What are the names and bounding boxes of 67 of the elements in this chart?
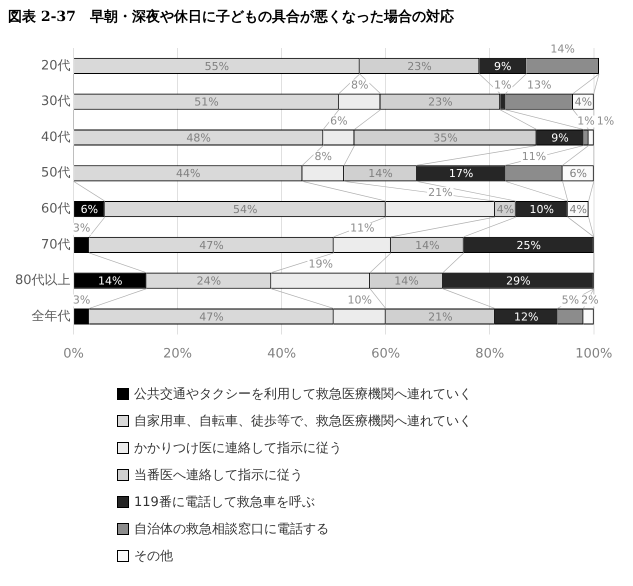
y-tick-label: 70代 xyxy=(40,237,71,252)
data-label: 14% xyxy=(550,42,575,56)
data-label: 54% xyxy=(233,202,258,216)
data-label: 29% xyxy=(506,274,531,288)
data-label: 47% xyxy=(199,310,224,324)
y-tick-label: 20代 xyxy=(40,58,71,74)
y-tick-label: 全年代 xyxy=(32,308,71,324)
legend-label: 119番に電話して救急車を呼ぶ xyxy=(134,494,315,510)
x-tick-label: 100% xyxy=(575,346,612,362)
data-label: 44% xyxy=(176,167,200,180)
data-label: 1% xyxy=(596,114,614,128)
data-label: 11% xyxy=(350,222,375,235)
y-tick-label: 30代 xyxy=(40,94,71,110)
data-label: 1% xyxy=(494,78,512,92)
data-label: 9% xyxy=(494,60,512,73)
data-label: 24% xyxy=(196,274,222,288)
data-label: 3% xyxy=(72,222,90,235)
data-label: 5% xyxy=(562,293,580,306)
data-label: 55% xyxy=(204,60,230,73)
data-label: 6% xyxy=(569,167,587,180)
legend-label: その他 xyxy=(134,548,173,564)
x-tick-label: 80% xyxy=(475,346,504,362)
data-label: 23% xyxy=(428,96,453,109)
data-label: 12% xyxy=(514,310,538,324)
data-label: 51% xyxy=(194,96,219,109)
y-tick-label: 50代 xyxy=(40,166,71,181)
data-label: 21% xyxy=(428,186,453,199)
data-label: 8% xyxy=(314,150,332,164)
data-label: 35% xyxy=(433,131,458,144)
data-label: 14% xyxy=(98,274,122,288)
x-tick-label: 0% xyxy=(63,346,84,362)
legend-label: 当番医へ連絡して指示に従う xyxy=(134,466,303,484)
legend-label: かかりつけ医に連絡して指示に従う xyxy=(134,440,342,456)
data-label: 6% xyxy=(80,202,98,216)
data-label: 4% xyxy=(496,202,514,216)
data-label: 14% xyxy=(415,238,440,252)
y-tick-label: 80代以上 xyxy=(14,273,71,288)
data-label: 23% xyxy=(407,60,432,73)
data-label: 21% xyxy=(428,310,453,324)
data-label: 3% xyxy=(72,293,90,306)
x-tick-label: 60% xyxy=(371,346,400,362)
data-label: 14% xyxy=(368,167,393,180)
data-label: 8% xyxy=(350,78,368,92)
data-label: 25% xyxy=(516,238,541,252)
data-label: 14% xyxy=(394,274,419,288)
data-label: 48% xyxy=(186,131,211,144)
data-label: 19% xyxy=(308,258,333,271)
data-label: 10% xyxy=(530,202,554,216)
x-tick-label: 20% xyxy=(163,346,192,362)
x-tick-label: 40% xyxy=(267,346,296,362)
data-label: 4% xyxy=(574,96,592,109)
data-label: 47% xyxy=(199,238,224,252)
data-label: 1% xyxy=(577,114,595,128)
data-label: 11% xyxy=(522,150,546,164)
legend-label: 自治体の救急相談窓口に電話する xyxy=(134,520,329,538)
y-tick-label: 60代 xyxy=(40,201,71,216)
data-label: 6% xyxy=(330,114,348,128)
chart-title: 図表 2-37 早朝・深夜や休日に子どもの具合が悪くなった場合の対応 xyxy=(8,8,455,26)
data-label: 10% xyxy=(347,293,372,306)
data-label: 17% xyxy=(448,167,474,180)
y-tick-label: 40代 xyxy=(40,130,71,145)
legend-label: 公共交通やタクシーを利用して救急医療機関へ連れていく xyxy=(134,386,472,402)
data-label: 2% xyxy=(581,293,599,306)
data-label: 9% xyxy=(551,131,569,144)
data-label: 13% xyxy=(526,78,552,92)
data-label: 4% xyxy=(569,202,587,216)
legend-label: 自家用車、自転車、徒歩等で、救急医療機関へ連れていく xyxy=(134,412,472,430)
